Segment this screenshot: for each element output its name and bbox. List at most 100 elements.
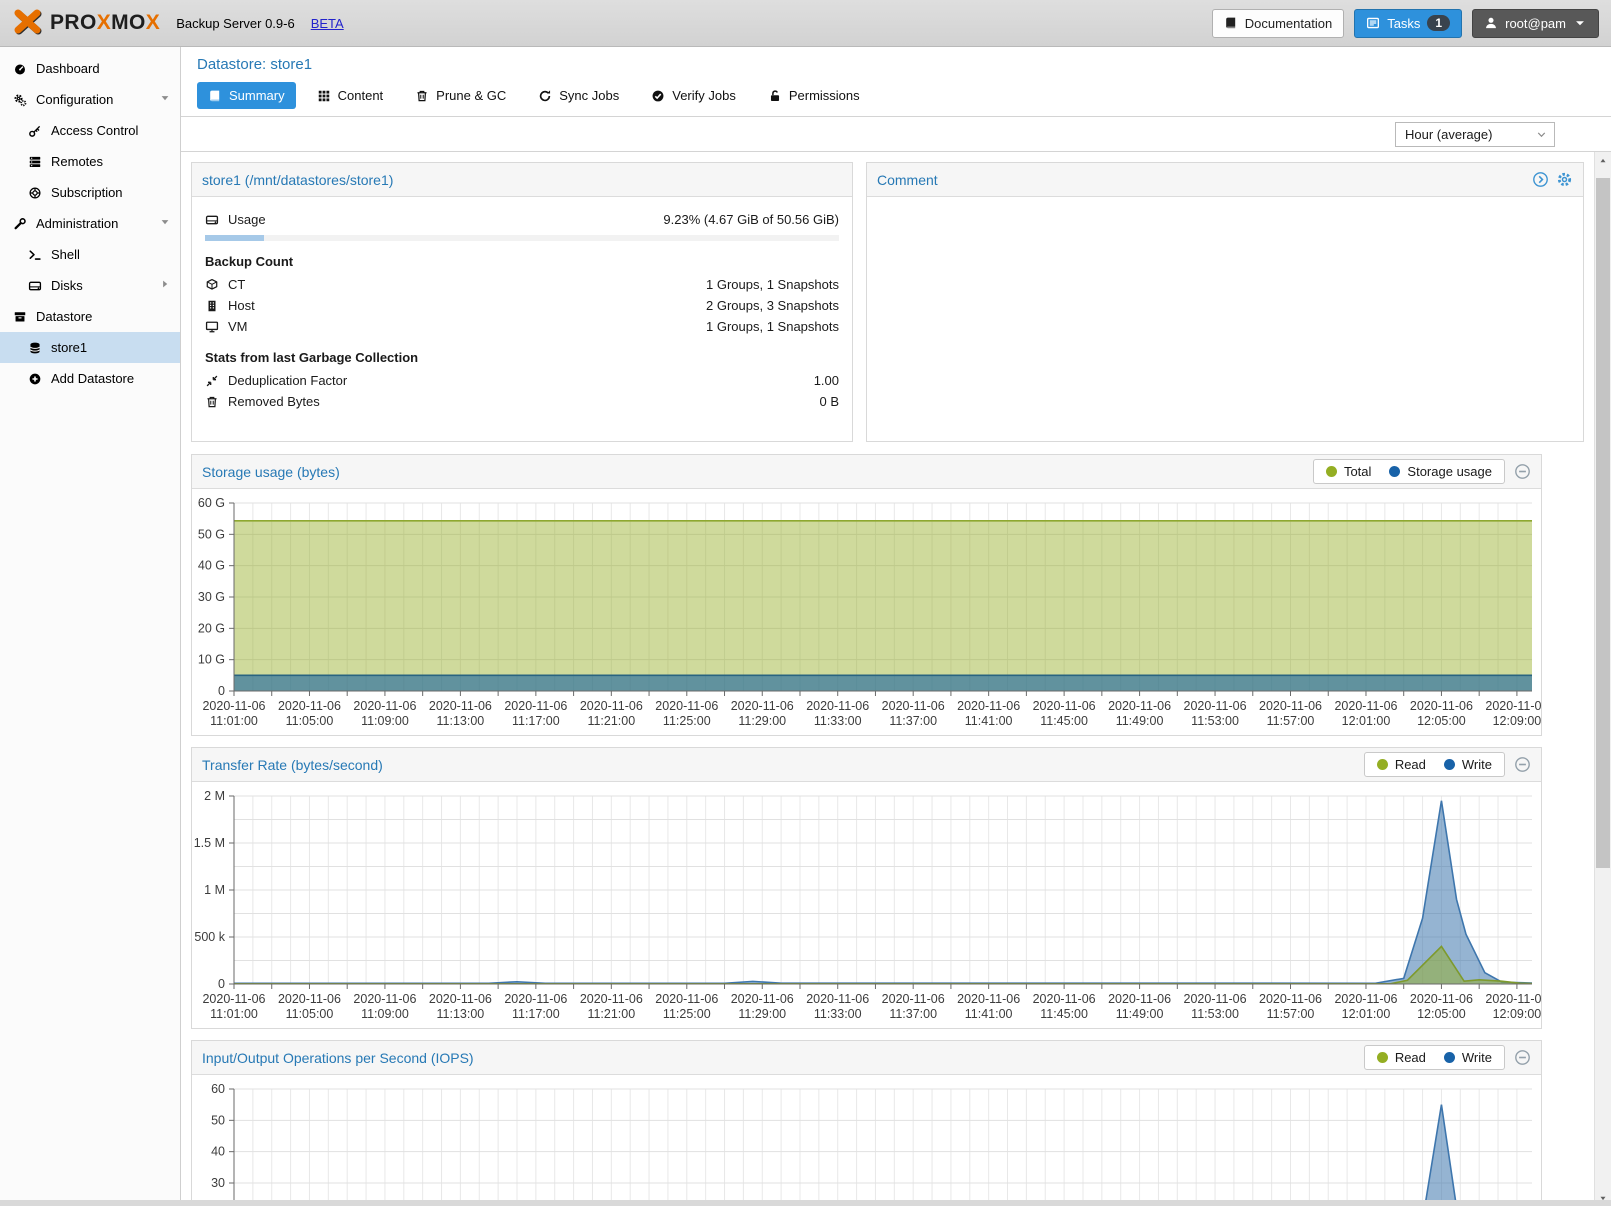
wrench-icon <box>13 217 27 231</box>
scroll-thumb[interactable] <box>1596 178 1610 868</box>
vertical-scrollbar[interactable] <box>1594 152 1611 1206</box>
chevron-right-icon[interactable] <box>159 278 171 290</box>
tasks-button[interactable]: Tasks 1 <box>1354 8 1463 38</box>
svg-text:50 G: 50 G <box>198 527 225 541</box>
triangle-down-icon <box>1598 1193 1608 1203</box>
product-version: Backup Server 0.9-6 <box>176 15 295 31</box>
sidebar-item-shell[interactable]: Shell <box>0 239 180 270</box>
row-value: 1.00 <box>813 373 839 388</box>
sidebar-item-label: Subscription <box>51 185 123 200</box>
beta-link[interactable]: BETA <box>310 15 344 31</box>
dashboard-icon <box>13 62 27 76</box>
svg-text:2020-11-06: 2020-11-06 <box>1259 699 1322 713</box>
svg-text:2020-11-06: 2020-11-06 <box>202 699 265 713</box>
legend-item-read[interactable]: Read <box>1376 1050 1426 1065</box>
terminal-icon <box>28 248 42 262</box>
tab-content[interactable]: Content <box>306 82 395 109</box>
row-value: 2 Groups, 3 Snapshots <box>706 298 839 313</box>
panel-title: Comment <box>877 171 938 188</box>
sidebar-item-datastore[interactable]: Datastore <box>0 301 180 332</box>
chart-legend: Read Write <box>1363 1045 1505 1070</box>
svg-text:2020-11-06: 2020-11-06 <box>504 992 567 1006</box>
svg-text:2020-11-06: 2020-11-06 <box>1184 699 1247 713</box>
sidebar-item-remotes[interactable]: Remotes <box>0 146 180 177</box>
svg-text:2020-11-06: 2020-11-06 <box>278 699 341 713</box>
backup-count-row-host: Host 2 Groups, 3 Snapshots <box>205 295 839 316</box>
chevron-down-icon[interactable] <box>159 216 171 228</box>
legend-item-total[interactable]: Total <box>1325 464 1371 479</box>
sidebar-item-disks[interactable]: Disks <box>0 270 180 301</box>
datastore-summary-panel: store1 (/mnt/datastores/store1) Usage 9.… <box>191 162 853 442</box>
remotes-icon <box>28 155 42 169</box>
collapse-panel-icon[interactable] <box>1514 1049 1531 1066</box>
legend-item-storage-usage[interactable]: Storage usage <box>1389 464 1492 479</box>
legend-dot <box>1443 759 1455 770</box>
tab-permissions[interactable]: Permissions <box>757 82 871 109</box>
scroll-up-button[interactable] <box>1595 152 1611 169</box>
svg-text:12:05:00: 12:05:00 <box>1417 714 1466 728</box>
book-icon <box>208 89 222 103</box>
sidebar-item-dashboard[interactable]: Dashboard <box>0 53 180 84</box>
tasks-badge: 1 <box>1427 15 1451 31</box>
sidebar-item-administration[interactable]: Administration <box>0 208 180 239</box>
user-icon <box>1484 16 1498 30</box>
svg-text:2020-11-06: 2020-11-06 <box>202 992 265 1006</box>
svg-text:0: 0 <box>218 977 225 991</box>
documentation-label: Documentation <box>1244 15 1333 31</box>
svg-text:30: 30 <box>211 1176 225 1190</box>
svg-text:11:49:00: 11:49:00 <box>1116 1007 1164 1021</box>
gear-icon[interactable] <box>1556 171 1573 188</box>
main-content: Datastore: store1 Summary Content Prune & … <box>180 47 1611 1206</box>
legend-item-read[interactable]: Read <box>1376 757 1426 772</box>
tab-label: Prune & GC <box>436 88 507 103</box>
legend-item-write[interactable]: Write <box>1443 1050 1492 1065</box>
desktop-icon <box>205 320 219 334</box>
toolbar: Hour (average) <box>181 117 1611 152</box>
usage-value: 9.23% (4.67 GiB of 50.56 GiB) <box>663 212 839 227</box>
lifering-icon <box>28 186 42 200</box>
svg-text:40 G: 40 G <box>198 559 225 573</box>
tab-label: Summary <box>229 88 285 103</box>
sidebar-item-subscription[interactable]: Subscription <box>0 177 180 208</box>
sidebar-item-store1[interactable]: store1 <box>0 332 180 363</box>
svg-text:2020-11-06: 2020-11-06 <box>731 992 794 1006</box>
svg-text:60 G: 60 G <box>198 496 225 510</box>
tab-prune-gc[interactable]: Prune & GC <box>404 82 517 109</box>
svg-text:2020-11-06: 2020-11-06 <box>353 992 416 1006</box>
tab-sync-jobs[interactable]: Sync Jobs <box>527 82 630 109</box>
legend-dot <box>1389 466 1401 477</box>
sidebar-item-configuration[interactable]: Configuration <box>0 84 180 115</box>
tab-summary[interactable]: Summary <box>197 82 296 109</box>
documentation-button[interactable]: Documentation <box>1211 8 1345 38</box>
key-icon <box>28 124 42 138</box>
comment-panel: Comment <box>866 162 1584 442</box>
trash-icon <box>205 395 219 409</box>
svg-text:2020-11-06: 2020-11-06 <box>1410 699 1473 713</box>
tab-label: Sync Jobs <box>559 88 620 103</box>
gears-icon <box>13 93 27 107</box>
iops-chart-panel: Input/Output Operations per Second (IOPS… <box>191 1040 1542 1206</box>
collapse-panel-icon[interactable] <box>1514 756 1531 773</box>
sidebar-item-label: Datastore <box>36 309 93 324</box>
svg-text:2020-11-06: 2020-11-06 <box>957 699 1020 713</box>
svg-text:11:17:00: 11:17:00 <box>512 714 560 728</box>
chevron-down-icon <box>1535 128 1548 141</box>
building-icon <box>205 299 219 313</box>
sidebar-item-add-datastore[interactable]: Add Datastore <box>0 363 180 394</box>
row-value: 1 Groups, 1 Snapshots <box>706 277 839 292</box>
svg-text:2020-11-06: 2020-11-06 <box>882 992 945 1006</box>
svg-text:11:57:00: 11:57:00 <box>1267 1007 1315 1021</box>
svg-text:2020-11-06: 2020-11-06 <box>504 699 567 713</box>
circle-chevron-right-icon[interactable] <box>1532 171 1549 188</box>
sidebar-item-access-control[interactable]: Access Control <box>0 115 180 146</box>
collapse-panel-icon[interactable] <box>1514 463 1531 480</box>
plus-circle-icon <box>28 372 42 386</box>
legend-label: Read <box>1394 757 1426 772</box>
tab-verify-jobs[interactable]: Verify Jobs <box>640 82 747 109</box>
legend-dot <box>1325 466 1337 477</box>
chevron-down-icon[interactable] <box>159 92 171 104</box>
legend-item-write[interactable]: Write <box>1443 757 1492 772</box>
user-menu-button[interactable]: root@pam <box>1472 8 1599 38</box>
time-range-select[interactable]: Hour (average) <box>1395 121 1555 147</box>
